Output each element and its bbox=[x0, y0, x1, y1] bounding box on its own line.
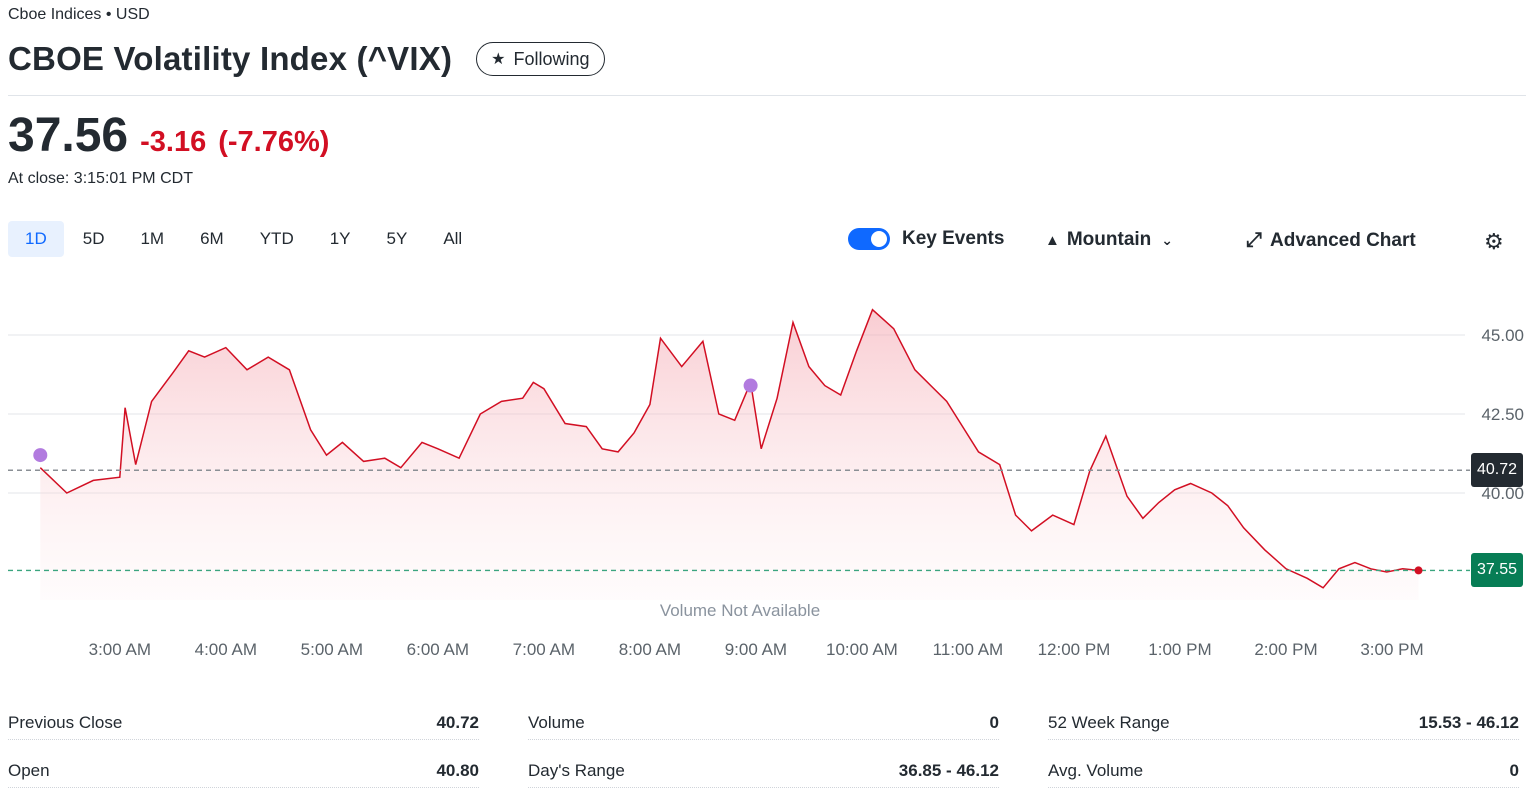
price-change: -3.16 bbox=[140, 126, 207, 158]
x-tick-label: 11:00 AM bbox=[933, 640, 1004, 659]
stat-label: Previous Close bbox=[8, 712, 123, 732]
stat-label: 52 Week Range bbox=[1048, 712, 1170, 732]
title-row: CBOE Volatility Index (^VIX) ★ Following bbox=[8, 40, 605, 78]
x-tick-label: 4:00 AM bbox=[195, 640, 257, 659]
x-tick-label: 8:00 AM bbox=[619, 640, 681, 659]
chart-type-label: Mountain bbox=[1066, 229, 1152, 250]
x-tick-label: 12:00 PM bbox=[1038, 640, 1111, 659]
y-tick-label: 45.00 bbox=[1481, 326, 1524, 345]
x-tick-label: 1:00 PM bbox=[1148, 640, 1211, 659]
volume-note: Volume Not Available bbox=[660, 601, 820, 620]
range-tabs: 1D 5D 1M 6M YTD 1Y 5Y All bbox=[8, 221, 481, 257]
range-tab-1m[interactable]: 1M bbox=[140, 229, 165, 248]
gear-icon[interactable]: ⚙ bbox=[1484, 229, 1504, 254]
stat-value: 36.85 - 46.12 bbox=[898, 760, 999, 780]
key-events-control: Key Events bbox=[848, 228, 1004, 250]
header-divider bbox=[8, 95, 1526, 96]
range-tab-5d[interactable]: 5D bbox=[82, 229, 105, 248]
price-change-percent: (-7.76%) bbox=[218, 126, 330, 158]
y-tick-label: 42.50 bbox=[1481, 405, 1524, 424]
x-tick-label: 5:00 AM bbox=[301, 640, 363, 659]
close-time: At close: 3:15:01 PM CDT bbox=[8, 170, 193, 187]
range-tab-all[interactable]: All bbox=[443, 229, 463, 248]
stat-label: Day's Range bbox=[528, 760, 625, 780]
advanced-chart-label: Advanced Chart bbox=[1270, 229, 1416, 251]
stat-value: 0 bbox=[1509, 760, 1519, 780]
mountain-icon: ▲ bbox=[1045, 231, 1060, 249]
price-chart[interactable]: 45.00 42.50 40.00 3:00 AM 4:00 AM 5:00 AM 6:0… bbox=[0, 280, 1534, 680]
key-events-toggle[interactable] bbox=[848, 228, 890, 250]
previous-close-tag: 40.72 bbox=[1471, 453, 1524, 488]
star-icon: ★ bbox=[491, 51, 506, 68]
x-tick-label: 6:00 AM bbox=[407, 640, 469, 659]
key-events-label: Key Events bbox=[902, 228, 1005, 249]
stat-value: 40.80 bbox=[436, 760, 479, 780]
toggle-knob bbox=[871, 231, 887, 247]
stat-row: Day's Range 36.85 - 46.12 bbox=[528, 754, 999, 788]
x-tick-label: 3:00 AM bbox=[89, 640, 151, 659]
price-row: 37.56 -3.16 (-7.76%) bbox=[8, 108, 329, 163]
current-price: 37.56 bbox=[8, 109, 129, 162]
advanced-chart-button[interactable]: ⤢ Advanced Chart bbox=[1246, 229, 1416, 252]
key-event-marker[interactable] bbox=[743, 378, 758, 393]
x-tick-label: 7:00 AM bbox=[513, 640, 575, 659]
range-tab-1y[interactable]: 1Y bbox=[329, 229, 351, 248]
stat-row: Volume 0 bbox=[528, 706, 999, 740]
following-button[interactable]: ★ Following bbox=[476, 42, 605, 76]
chart-area-fill bbox=[40, 309, 1419, 600]
stat-row: Open 40.80 bbox=[8, 754, 479, 788]
stat-label: Avg. Volume bbox=[1048, 760, 1144, 780]
last-price-tag: 37.55 bbox=[1471, 553, 1524, 588]
stat-row: Avg. Volume 0 bbox=[1048, 754, 1519, 788]
chart-type-dropdown[interactable]: ▲ Mountain ⌄ bbox=[1045, 229, 1173, 251]
range-tab-6m[interactable]: 6M bbox=[200, 229, 224, 248]
stat-row: 52 Week Range 15.53 - 46.12 bbox=[1048, 706, 1519, 740]
key-event-marker[interactable] bbox=[33, 448, 48, 463]
stat-value: 15.53 - 46.12 bbox=[1418, 712, 1519, 732]
following-label: Following bbox=[513, 48, 590, 69]
last-price-dot bbox=[1414, 566, 1423, 575]
expand-arrows-icon: ⤢ bbox=[1246, 229, 1262, 251]
range-tab-1d[interactable]: 1D bbox=[8, 221, 64, 257]
stat-value: 40.72 bbox=[436, 712, 479, 732]
exchange-label: Cboe Indices • USD bbox=[8, 6, 150, 23]
stat-label: Open bbox=[8, 760, 50, 780]
x-tick-label: 9:00 AM bbox=[725, 640, 787, 659]
range-tab-ytd[interactable]: YTD bbox=[259, 229, 294, 248]
range-tab-5y[interactable]: 5Y bbox=[386, 229, 408, 248]
page-title: CBOE Volatility Index (^VIX) bbox=[8, 40, 453, 77]
chevron-down-icon: ⌄ bbox=[1161, 231, 1174, 248]
stat-value: 0 bbox=[989, 712, 999, 732]
y-tick-label: 40.00 bbox=[1481, 484, 1524, 503]
x-tick-label: 3:00 PM bbox=[1360, 640, 1423, 659]
stat-label: Volume bbox=[528, 712, 585, 732]
x-tick-label: 10:00 AM bbox=[826, 640, 898, 659]
stat-row: Previous Close 40.72 bbox=[8, 706, 479, 740]
x-tick-label: 2:00 PM bbox=[1254, 640, 1317, 659]
